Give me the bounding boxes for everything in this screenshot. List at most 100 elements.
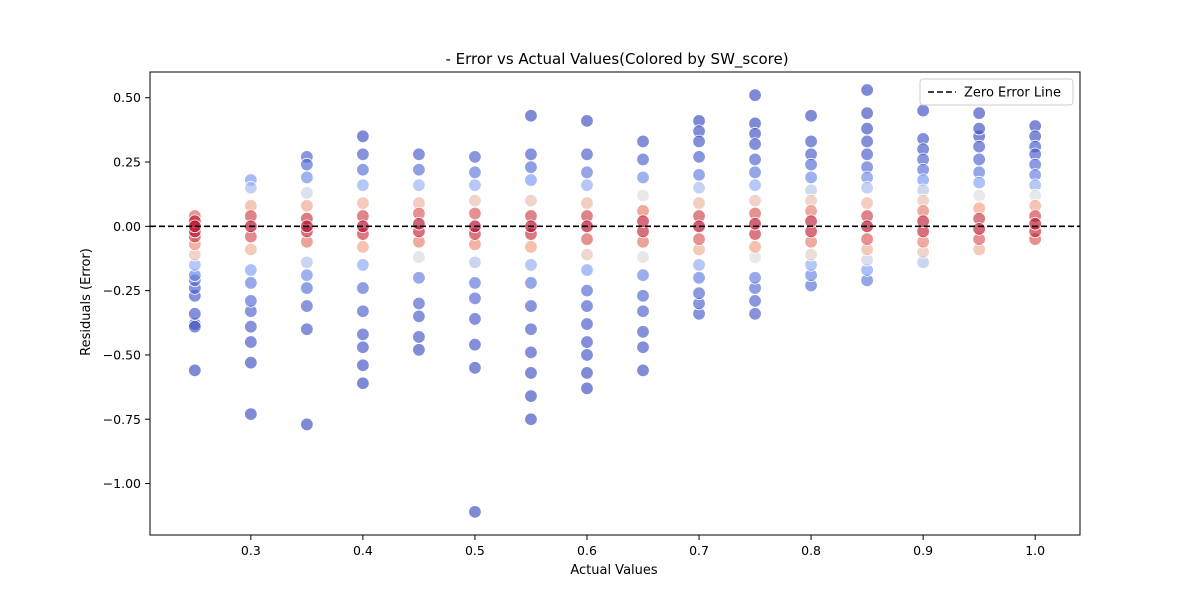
- legend: Zero Error Line: [919, 78, 1074, 106]
- data-point: [468, 291, 482, 306]
- data-point: [412, 147, 426, 162]
- x-tick-label: 0.6: [577, 543, 597, 558]
- data-point: [1028, 217, 1042, 231]
- x-tick-label: 0.3: [241, 543, 261, 558]
- data-point: [468, 276, 482, 290]
- data-point: [972, 188, 986, 203]
- x-axis-label: Actual Values: [570, 563, 658, 578]
- data-point: [580, 147, 594, 162]
- y-tick-label: −0.50: [103, 347, 141, 362]
- data-point: [860, 181, 874, 195]
- data-point: [748, 294, 762, 308]
- data-point: [356, 178, 370, 192]
- data-point: [300, 299, 314, 313]
- data-point: [356, 327, 370, 342]
- data-point: [468, 178, 482, 192]
- y-tick-label: 0.25: [113, 155, 141, 170]
- data-point: [468, 193, 482, 208]
- data-point: [692, 258, 706, 272]
- data-point: [636, 304, 650, 318]
- data-point: [580, 263, 594, 277]
- data-point: [972, 139, 986, 154]
- data-point: [748, 152, 762, 167]
- data-point: [356, 129, 370, 144]
- data-point: [580, 366, 594, 380]
- data-point: [524, 299, 538, 313]
- data-point: [244, 355, 258, 370]
- data-point: [580, 283, 594, 298]
- data-point: [524, 109, 538, 123]
- data-point: [356, 196, 370, 210]
- data-point: [412, 343, 426, 357]
- data-point: [244, 319, 258, 334]
- data-point: [972, 222, 986, 236]
- data-point: [356, 304, 370, 318]
- data-point: [468, 165, 482, 180]
- data-point: [692, 150, 706, 164]
- data-point: [188, 307, 202, 321]
- data-point: [748, 217, 762, 231]
- data-point: [244, 242, 258, 257]
- data-point: [804, 109, 818, 123]
- data-point: [860, 232, 874, 246]
- data-point: [748, 178, 762, 192]
- data-point: [468, 150, 482, 164]
- data-point: [636, 289, 650, 303]
- y-tick-label: 0.00: [113, 219, 141, 234]
- data-point: [356, 281, 370, 295]
- data-point: [748, 137, 762, 151]
- data-point: [748, 88, 762, 102]
- data-point: [804, 170, 818, 185]
- y-tick-label: −1.00: [103, 476, 141, 491]
- x-tick-label: 0.7: [689, 543, 709, 558]
- data-point: [412, 271, 426, 285]
- data-point: [244, 407, 258, 421]
- data-point: [524, 389, 538, 403]
- x-tick-label: 1.0: [1025, 543, 1045, 558]
- data-point: [244, 294, 258, 308]
- data-point: [524, 193, 538, 208]
- data-point: [636, 268, 650, 282]
- data-point: [356, 358, 370, 372]
- data-point: [916, 103, 930, 118]
- data-point: [188, 363, 202, 378]
- y-tick-label: 0.50: [113, 90, 141, 105]
- data-point: [580, 178, 594, 192]
- data-point: [580, 232, 594, 246]
- x-tick-label: 0.9: [913, 543, 933, 558]
- data-point: [860, 196, 874, 210]
- data-point: [356, 163, 370, 177]
- data-point: [748, 271, 762, 285]
- data-point: [468, 255, 482, 270]
- legend-box: [919, 78, 1074, 106]
- data-point: [524, 366, 538, 380]
- data-point: [636, 134, 650, 149]
- data-point: [412, 330, 426, 344]
- data-point: [468, 361, 482, 375]
- data-point: [636, 250, 650, 264]
- data-point: [524, 147, 538, 162]
- data-point: [860, 134, 874, 149]
- data-point: [524, 160, 538, 174]
- data-point: [412, 250, 426, 264]
- data-point: [636, 340, 650, 354]
- data-point: [692, 134, 706, 149]
- data-point: [244, 181, 258, 195]
- data-point: [300, 268, 314, 282]
- data-point: [804, 247, 818, 262]
- data-point: [580, 196, 594, 210]
- y-tick-label: −0.25: [103, 283, 141, 298]
- data-point: [636, 152, 650, 167]
- data-point: [468, 337, 482, 352]
- data-point: [300, 199, 314, 213]
- data-point: [524, 258, 538, 272]
- data-point: [300, 281, 314, 295]
- data-point: [412, 163, 426, 177]
- y-axis-label: Residuals (Error): [79, 248, 94, 356]
- data-point: [412, 309, 426, 324]
- data-point: [524, 345, 538, 360]
- data-point: [636, 325, 650, 339]
- data-point: [300, 417, 314, 432]
- legend-entry-zero-error-line: Zero Error Line: [964, 86, 1061, 101]
